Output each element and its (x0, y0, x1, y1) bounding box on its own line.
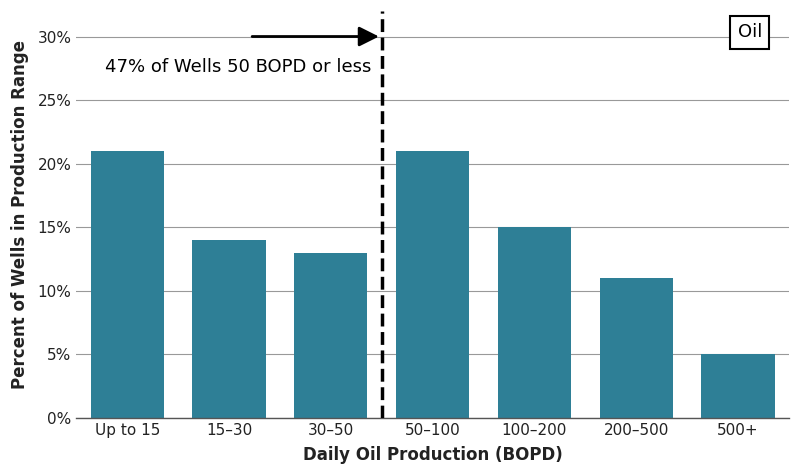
Bar (498, 227, 571, 418)
Bar (90, 151, 164, 418)
X-axis label: Daily Oil Production (BOPD): Daily Oil Production (BOPD) (302, 446, 562, 464)
Bar (294, 253, 367, 418)
Text: 47% of Wells 50 BOPD or less: 47% of Wells 50 BOPD or less (105, 58, 371, 76)
Bar (599, 278, 673, 418)
Bar (702, 354, 774, 418)
Text: Oil: Oil (738, 23, 762, 41)
Bar (396, 151, 470, 418)
Bar (192, 240, 266, 418)
Y-axis label: Percent of Wells in Production Range: Percent of Wells in Production Range (11, 40, 29, 389)
